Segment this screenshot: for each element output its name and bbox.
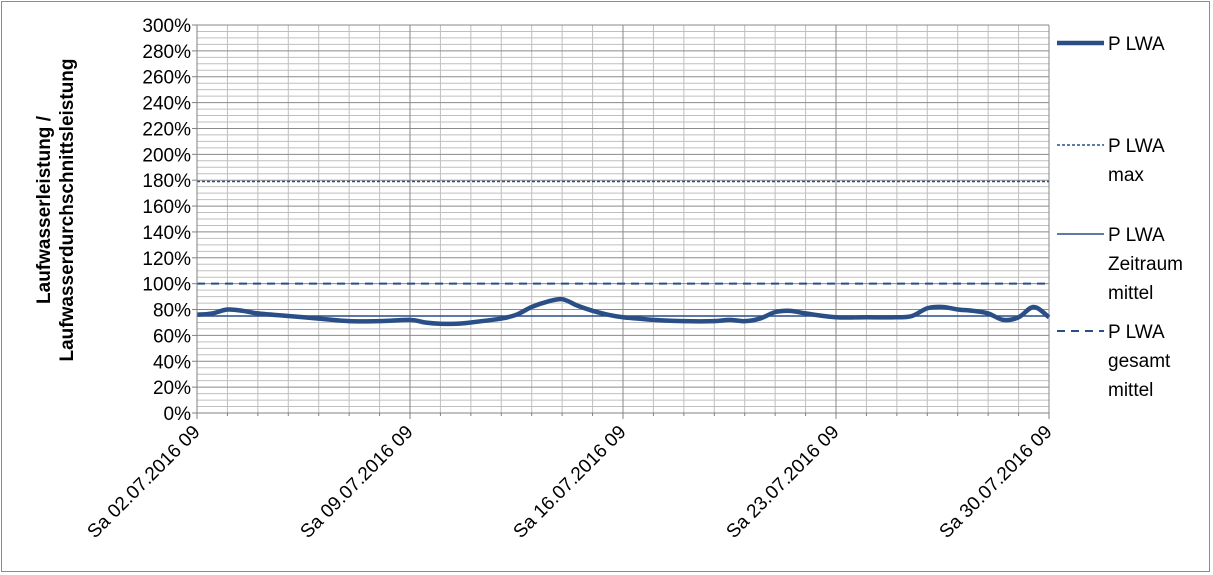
y-tick-label: 100%: [142, 275, 191, 296]
legend-entry-gesamt-mittel-label: P LWA: [1108, 322, 1165, 343]
legend-entry-gesamt-mittel-label: gesamt: [1108, 351, 1171, 372]
y-tick-label: 240%: [142, 94, 191, 115]
y-axis-label: Laufwasserleistung / Laufwasserdurchschni…: [34, 58, 78, 361]
axes: [192, 24, 1050, 419]
y-tick-label: 220%: [142, 119, 191, 140]
y-axis-title-line-1: Laufwasserleistung /: [34, 115, 55, 304]
legend-entry-gesamt-mittel-label: mittel: [1108, 380, 1153, 401]
y-tick-label: 40%: [153, 352, 191, 373]
y-tick-label: 80%: [153, 301, 191, 322]
legend-entry-max-label: P LWA: [1108, 136, 1165, 157]
gridlines: [196, 24, 1050, 414]
y-tick-label: 20%: [153, 378, 191, 399]
x-tick-label: Sa 09.07.2016 09: [297, 422, 418, 543]
y-tick-label: 140%: [142, 223, 191, 244]
y-tick-label: 120%: [142, 249, 191, 270]
legend-entry-zeitraum-mittel-label: Zeitraum: [1108, 254, 1183, 275]
x-tick-label: Sa 02.07.2016 09: [84, 422, 205, 543]
legend: P LWA P LWA max P LWA Zeitraum mittel P LWA ges…: [1057, 34, 1183, 401]
legend-entry-zeitraum-mittel-label: P LWA: [1108, 225, 1165, 246]
y-tick-label: 180%: [142, 171, 191, 192]
y-axis-title-line-2: Laufwasserdurchschnittsleistung: [57, 58, 78, 361]
y-tick-label: 160%: [142, 197, 191, 218]
y-tick-label: 60%: [153, 326, 191, 347]
y-tick-label: 300%: [142, 16, 191, 37]
legend-entry-p-lwa-label: P LWA: [1108, 34, 1165, 55]
y-tick-label: 0%: [164, 404, 192, 425]
y-tick-label: 200%: [142, 145, 191, 166]
series-lines: [196, 180, 1051, 327]
legend-entry-zeitraum-mittel-label: mittel: [1108, 283, 1153, 304]
x-tick-label: Sa 23.07.2016 09: [723, 422, 844, 543]
series-p-lwa: [196, 296, 1051, 327]
legend-entry-max-label: max: [1108, 165, 1144, 186]
y-tick-label: 260%: [142, 68, 191, 89]
y-tick-label: 280%: [142, 42, 191, 63]
x-tick-labels: Sa 02.07.2016 09 Sa 09.07.2016 09 Sa 16.07…: [84, 422, 1057, 543]
x-tick-label: Sa 16.07.2016 09: [510, 422, 631, 543]
y-tick-labels: 0% 20% 40% 60% 80% 100% 120% 140% 160% 180% 200% 22…: [142, 16, 191, 425]
x-tick-label: Sa 30.07.2016 09: [936, 422, 1057, 543]
